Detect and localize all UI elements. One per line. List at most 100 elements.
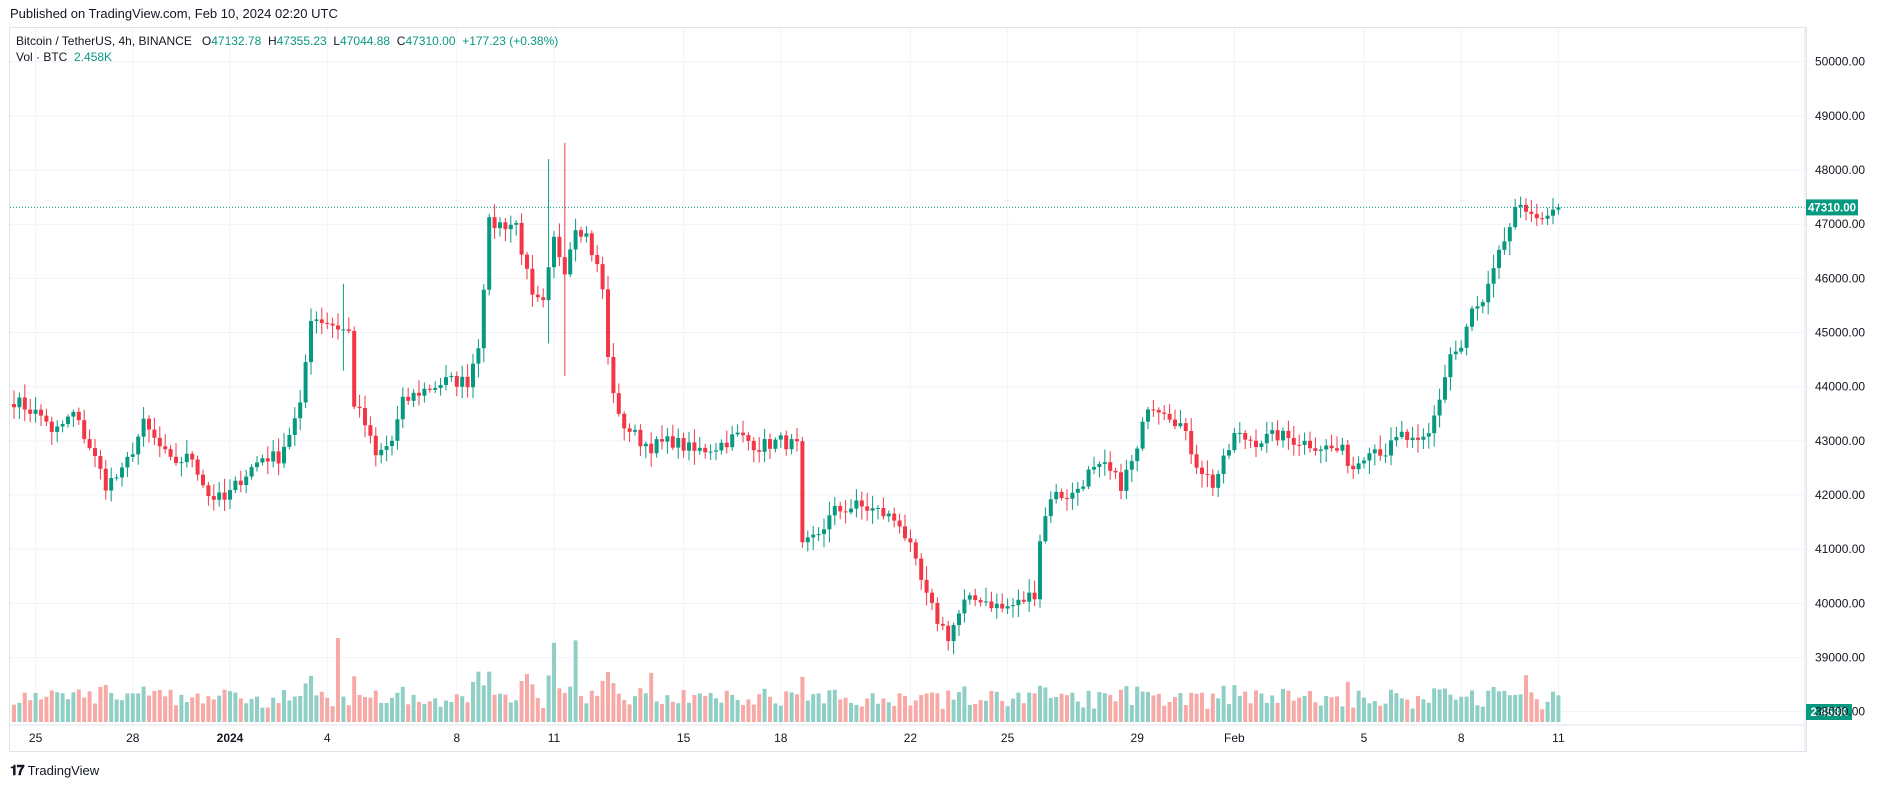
candle-body (1140, 421, 1145, 449)
candle-body (438, 384, 443, 389)
volume-bar (1151, 695, 1156, 722)
volume-bar (1362, 697, 1366, 722)
candle-body (1437, 399, 1442, 416)
candle-body (17, 397, 22, 408)
candle-body (1308, 440, 1312, 449)
volume-bar (557, 688, 562, 722)
volume-bar (49, 690, 54, 722)
candle-body (1016, 599, 1021, 606)
candle-body (379, 449, 384, 456)
price-axis: 38000.00 39000.00 40000.00 41000.00 42000.00… (1804, 28, 1865, 752)
candle-body (1335, 448, 1339, 451)
candle-body (919, 558, 924, 580)
candle-body (244, 476, 249, 486)
candle-body (1356, 463, 1361, 470)
candle-body (395, 419, 400, 441)
volume-bar (98, 686, 103, 722)
candle-body (881, 507, 886, 517)
volume-bar (849, 702, 853, 722)
volume-bar (460, 696, 465, 722)
volume-bar (584, 703, 589, 722)
candle-body (1383, 455, 1388, 457)
chart-legend: Bitcoin / TetherUS, 4h, BINANCE O47132.7… (16, 33, 558, 65)
candle-body (93, 448, 97, 457)
candle-body (778, 435, 783, 440)
time-tick-label: 5 (1361, 731, 1368, 745)
candle-body (1507, 227, 1512, 242)
volume-bar (897, 693, 902, 722)
candle-body (1502, 241, 1507, 250)
candle-body (238, 480, 243, 486)
candle-body (724, 442, 729, 448)
volume-bar (600, 680, 605, 722)
volume-bar (1497, 691, 1501, 722)
candle-body (1345, 444, 1350, 466)
candle-body (130, 454, 135, 457)
price-tick-label: 41000.00 (1815, 542, 1865, 556)
candle-body (589, 233, 594, 256)
candle-body (503, 222, 508, 230)
volume-bar (195, 693, 200, 722)
candle-body (22, 397, 27, 410)
volume-bar (1005, 706, 1010, 722)
candle-body (703, 447, 708, 453)
volume-bar (589, 690, 594, 722)
volume-bar (930, 692, 934, 722)
volume-bar (1124, 686, 1129, 722)
volume-bar (552, 642, 556, 722)
volume-bar (125, 693, 130, 722)
volume-bar (1000, 700, 1005, 722)
candle-body (55, 426, 60, 432)
candle-body (892, 513, 897, 521)
candle-body (1443, 377, 1447, 400)
candle-body (730, 434, 735, 448)
price-tick-label: 48000.00 (1815, 163, 1865, 177)
candle-body (217, 492, 222, 500)
volume-bar (1232, 685, 1237, 722)
candle-body (1372, 449, 1377, 454)
volume-bar (260, 707, 265, 722)
volume-bar (184, 702, 189, 722)
volume-bar (876, 703, 880, 722)
candle-body (12, 404, 16, 408)
volume-bar (719, 702, 724, 722)
candle-body (28, 409, 33, 414)
candle-body (708, 451, 713, 453)
volume-bar (1038, 685, 1042, 722)
volume-bar (1551, 691, 1555, 722)
volume-bar (606, 672, 610, 722)
volume-bar (746, 699, 751, 722)
volume-bar (276, 703, 281, 722)
candle-body (757, 450, 762, 452)
volume-bar (1270, 695, 1275, 722)
candle-body (1410, 437, 1415, 440)
candle-body (1092, 467, 1096, 470)
volume-bar (454, 694, 459, 722)
candle-body (1556, 207, 1561, 210)
volume-bar (1416, 695, 1420, 722)
candle-body (1264, 433, 1269, 444)
candle-body (363, 408, 367, 426)
candle-body (222, 492, 227, 500)
candle-body (643, 443, 648, 447)
volume-bar (784, 691, 789, 722)
tradingview-logo-icon: 𝟏𝟕 (10, 762, 25, 778)
volume-bar (1502, 690, 1507, 722)
candle-body (1178, 423, 1183, 427)
volume-bar (1324, 696, 1329, 722)
volume-bar (109, 693, 114, 722)
volume-bar (714, 698, 718, 722)
candle-body (897, 520, 902, 527)
volume-bar (724, 690, 729, 722)
footer-brand[interactable]: 𝟏𝟕 TradingView (10, 762, 99, 779)
volume-bar (1016, 692, 1021, 722)
volume-bar (1156, 693, 1161, 722)
volume-bar (1410, 708, 1415, 722)
candle-body (805, 537, 810, 543)
chart-grid (10, 28, 1805, 725)
volume-bar (12, 704, 16, 722)
volume-bar (838, 699, 843, 722)
volume-bar (87, 691, 92, 722)
candle-body (649, 443, 654, 454)
